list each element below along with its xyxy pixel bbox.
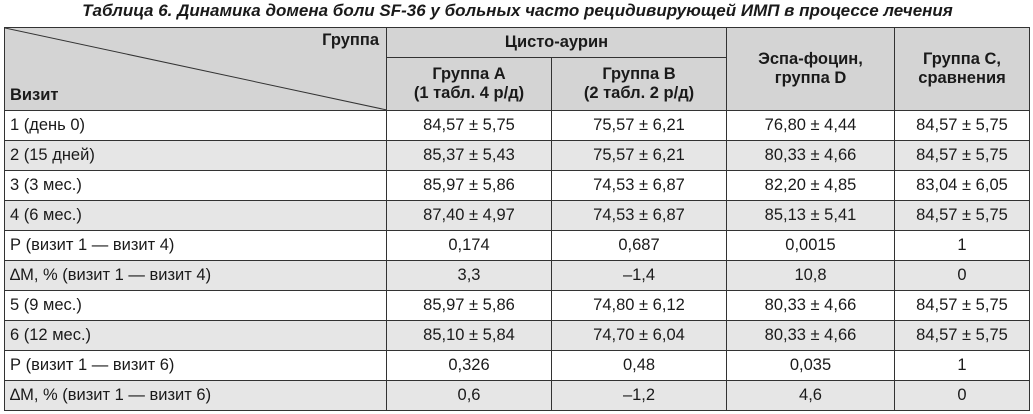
visit-label: Р (визит 1 — визит 4): [4, 230, 387, 261]
visit-label: 6 (12 мес.): [4, 320, 387, 351]
group-a-value: 85,97 ± 5,86: [386, 290, 552, 321]
group-c-value: 0: [894, 380, 1030, 411]
group-a-value: 85,10 ± 5,84: [386, 320, 552, 351]
group-a-value: 84,57 ± 5,75: [386, 110, 552, 141]
group-c-line1: Группа С,: [923, 50, 1001, 68]
table-row: 5 (9 мес.) 85,97 ± 5,86 74,80 ± 6,12 80,…: [4, 290, 1030, 321]
group-d-value: 85,13 ± 5,41: [726, 200, 895, 231]
group-d-value: 80,33 ± 4,66: [726, 140, 895, 171]
group-a-value: 0,326: [386, 350, 552, 381]
group-b-value: –1,4: [551, 260, 727, 291]
group-a-value: 87,40 ± 4,97: [386, 200, 552, 231]
table-row: Р (визит 1 — визит 4) 0,174 0,687 0,0015…: [4, 230, 1030, 261]
group-d-line1: Эспа-фоцин,: [758, 50, 863, 68]
group-a-line2: (1 табл. 4 р/д): [413, 84, 525, 103]
group-d-value: 80,33 ± 4,66: [726, 320, 895, 351]
table-row: ∆М, % (визит 1 — визит 6) 0,6 –1,2 4,6 0: [4, 380, 1030, 411]
group-a-value: 85,37 ± 5,43: [386, 140, 552, 171]
table-row: 3 (3 мес.) 85,97 ± 5,86 74,53 ± 6,87 82,…: [4, 170, 1030, 201]
group-c-value: 1: [894, 230, 1030, 261]
group-c-header: Группа С, сравнения: [894, 27, 1030, 111]
group-d-value: 4,6: [726, 380, 895, 411]
visit-label: 1 (день 0): [4, 110, 387, 141]
group-d-value: 80,33 ± 4,66: [726, 290, 895, 321]
table-row: 6 (12 мес.) 85,10 ± 5,84 74,70 ± 6,04 80…: [4, 320, 1030, 351]
group-c-value: 1: [894, 350, 1030, 381]
table-row: 4 (6 мес.) 87,40 ± 4,97 74,53 ± 6,87 85,…: [4, 200, 1030, 231]
group-a-value: 0,174: [386, 230, 552, 261]
table-row: 2 (15 дней) 85,37 ± 5,43 75,57 ± 6,21 80…: [4, 140, 1030, 171]
table-row: 1 (день 0) 84,57 ± 5,75 75,57 ± 6,21 76,…: [4, 110, 1030, 141]
group-d-value: 82,20 ± 4,85: [726, 170, 895, 201]
visit-label: 5 (9 мес.): [4, 290, 387, 321]
group-b-line2: (2 табл. 2 р/д): [583, 84, 695, 103]
group-b-value: 74,53 ± 6,87: [551, 170, 727, 201]
visit-label: Р (визит 1 — визит 6): [4, 350, 387, 381]
group-b-value: 75,57 ± 6,21: [551, 110, 727, 141]
group-c-value: 84,57 ± 5,75: [894, 290, 1030, 321]
corner-header-cell: Группа Визит: [4, 27, 387, 111]
group-d-value: 76,80 ± 4,44: [726, 110, 895, 141]
group-b-value: 0,48: [551, 350, 727, 381]
group-d-header: Эспа-фоцин, группа D: [726, 27, 895, 111]
group-c-value: 83,04 ± 6,05: [894, 170, 1030, 201]
pain-domain-table: Группа Визит Цисто-аурин Эспа-фоцин, гру…: [4, 26, 1030, 411]
group-b-value: 75,57 ± 6,21: [551, 140, 727, 171]
table-row: ∆М, % (визит 1 — визит 4) 3,3 –1,4 10,8 …: [4, 260, 1030, 291]
visit-label: 2 (15 дней): [4, 140, 387, 171]
table-caption: Таблица 6. Динамика домена боли SF-36 у …: [82, 1, 953, 20]
group-b-value: 74,70 ± 6,04: [551, 320, 727, 351]
group-b-line1: Группа В: [602, 65, 676, 84]
visit-label: ∆М, % (визит 1 — визит 6): [4, 380, 387, 411]
group-c-value: 0: [894, 260, 1030, 291]
group-c-value: 84,57 ± 5,75: [894, 110, 1030, 141]
group-c-value: 84,57 ± 5,75: [894, 200, 1030, 231]
group-d-value: 0,0015: [726, 230, 895, 261]
table-row: Р (визит 1 — визит 6) 0,326 0,48 0,035 1: [4, 350, 1030, 381]
group-a-value: 0,6: [386, 380, 552, 411]
corner-diagonal: [5, 28, 387, 110]
group-c-line2: сравнения: [918, 69, 1006, 87]
group-a-value: 85,97 ± 5,86: [386, 170, 552, 201]
group-b-header: Группа В (2 табл. 2 р/д): [551, 57, 727, 111]
group-d-line2: группа D: [774, 69, 847, 87]
visit-axis-label: Визит: [10, 86, 59, 104]
group-c-value: 84,57 ± 5,75: [894, 320, 1030, 351]
group-a-line1: Группа А: [432, 65, 506, 84]
visit-label: 3 (3 мес.): [4, 170, 387, 201]
group-b-value: –1,2: [551, 380, 727, 411]
visit-label: 4 (6 мес.): [4, 200, 387, 231]
group-b-value: 74,53 ± 6,87: [551, 200, 727, 231]
group-c-value: 84,57 ± 5,75: [894, 140, 1030, 171]
group-a-header: Группа А (1 табл. 4 р/д): [386, 57, 552, 111]
group-a-value: 3,3: [386, 260, 552, 291]
group-axis-label: Группа: [322, 31, 379, 49]
visit-label: ∆М, % (визит 1 — визит 4): [4, 260, 387, 291]
group-b-value: 74,80 ± 6,12: [551, 290, 727, 321]
group-d-value: 10,8: [726, 260, 895, 291]
group-d-value: 0,035: [726, 350, 895, 381]
group-b-value: 0,687: [551, 230, 727, 261]
cisto-aurin-header: Цисто-аурин: [386, 26, 727, 59]
